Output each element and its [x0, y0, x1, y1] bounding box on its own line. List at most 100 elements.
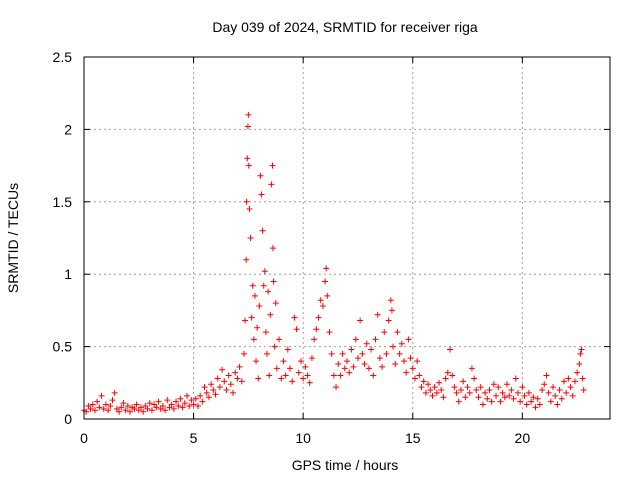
data-point [530, 394, 537, 401]
data-point [236, 363, 243, 370]
data-point [280, 358, 287, 365]
data-point [519, 384, 526, 391]
data-point [370, 372, 377, 379]
data-point [146, 400, 153, 407]
data-point [203, 389, 210, 396]
data-point [484, 395, 491, 402]
data-point [493, 392, 500, 399]
data-point [532, 404, 539, 411]
data-point [276, 336, 283, 343]
data-point [265, 288, 272, 295]
data-point [368, 346, 375, 353]
data-point [269, 245, 276, 252]
data-point [227, 381, 234, 388]
data-point [208, 381, 215, 388]
data-point [186, 402, 193, 409]
data-point [214, 375, 221, 382]
data-point [365, 365, 372, 372]
data-point [420, 378, 427, 385]
data-point [289, 378, 296, 385]
data-point [272, 300, 279, 307]
data-point [140, 408, 147, 415]
data-point [387, 297, 394, 304]
data-point [388, 307, 395, 314]
data-point [359, 350, 366, 357]
data-point [144, 405, 151, 412]
x-axis-label: GPS time / hours [292, 457, 399, 473]
data-point [425, 381, 432, 388]
data-point [91, 407, 98, 414]
data-point [449, 372, 456, 379]
data-point [418, 384, 425, 391]
data-point [381, 329, 388, 336]
data-point [221, 378, 228, 385]
data-point [400, 358, 407, 365]
data-point [574, 369, 581, 376]
data-point [249, 282, 256, 289]
data-point [350, 363, 357, 370]
data-point [250, 336, 257, 343]
data-point [440, 394, 447, 401]
data-point [508, 387, 515, 394]
data-point [181, 400, 188, 407]
data-point [528, 398, 535, 405]
data-point [127, 408, 134, 415]
data-point [324, 292, 331, 299]
data-point [455, 398, 462, 405]
y-tick-label: 1.5 [53, 194, 73, 210]
data-point [238, 378, 245, 385]
data-point [501, 394, 508, 401]
data-point [137, 404, 144, 411]
plot-frame [83, 56, 611, 420]
data-point [98, 392, 105, 399]
data-point [576, 360, 583, 367]
data-point [94, 398, 101, 405]
data-point [390, 343, 397, 350]
data-point [392, 360, 399, 367]
data-point [300, 375, 307, 382]
data-point [457, 387, 464, 394]
data-point [405, 336, 412, 343]
data-point [567, 384, 574, 391]
data-point [245, 111, 252, 118]
x-tick-label: 20 [515, 430, 531, 446]
data-point [192, 395, 199, 402]
data-point [96, 404, 103, 411]
data-point [477, 384, 484, 391]
data-point [506, 392, 513, 399]
data-point [422, 389, 429, 396]
data-point [436, 379, 443, 386]
data-point [577, 350, 584, 357]
data-point [556, 387, 563, 394]
data-point [383, 350, 390, 357]
data-point [442, 375, 449, 382]
data-point [133, 401, 140, 408]
data-point [315, 314, 322, 321]
data-point [580, 387, 587, 394]
data-point [253, 358, 260, 365]
data-point [569, 392, 576, 399]
data-point [357, 317, 364, 324]
data-point [433, 389, 440, 396]
data-point [396, 350, 403, 357]
data-point [464, 384, 471, 391]
data-point [243, 256, 250, 263]
data-point [403, 369, 410, 376]
data-points [81, 111, 587, 415]
data-point [499, 389, 506, 396]
data-point [363, 340, 370, 347]
data-point [246, 206, 253, 213]
data-point [482, 389, 489, 396]
data-point [271, 343, 278, 350]
data-point [256, 303, 263, 310]
data-point [199, 398, 206, 405]
data-point [159, 402, 166, 409]
data-point [188, 397, 195, 404]
axis-ticks: 0 5 10 15 20 0 0.5 1 1.5 2 2.5 [53, 49, 610, 446]
data-point [394, 329, 401, 336]
data-point [148, 407, 155, 414]
data-point [536, 401, 543, 408]
data-point [225, 372, 232, 379]
data-point [552, 392, 559, 399]
data-point [155, 398, 162, 405]
